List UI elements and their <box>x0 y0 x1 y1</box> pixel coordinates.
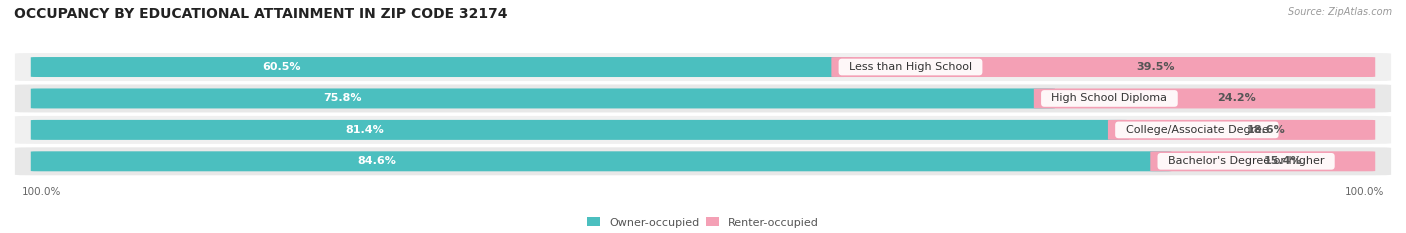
Text: OCCUPANCY BY EDUCATIONAL ATTAINMENT IN ZIP CODE 32174: OCCUPANCY BY EDUCATIONAL ATTAINMENT IN Z… <box>14 7 508 21</box>
Text: College/Associate Degree: College/Associate Degree <box>1119 125 1275 135</box>
Text: 18.6%: 18.6% <box>1247 125 1285 135</box>
FancyBboxPatch shape <box>31 120 1129 140</box>
FancyBboxPatch shape <box>31 57 852 77</box>
FancyBboxPatch shape <box>31 151 1171 171</box>
Text: High School Diploma: High School Diploma <box>1045 93 1174 103</box>
Text: Less than High School: Less than High School <box>842 62 979 72</box>
FancyBboxPatch shape <box>1150 151 1375 171</box>
Text: 15.4%: 15.4% <box>1264 156 1302 166</box>
FancyBboxPatch shape <box>31 89 1054 108</box>
Text: 75.8%: 75.8% <box>323 93 361 103</box>
Text: Bachelor's Degree or higher: Bachelor's Degree or higher <box>1161 156 1331 166</box>
FancyBboxPatch shape <box>15 53 1391 81</box>
FancyBboxPatch shape <box>15 85 1391 113</box>
Text: 24.2%: 24.2% <box>1218 93 1256 103</box>
FancyBboxPatch shape <box>1108 120 1375 140</box>
FancyBboxPatch shape <box>831 57 1375 77</box>
Text: 39.5%: 39.5% <box>1136 62 1175 72</box>
FancyBboxPatch shape <box>15 116 1391 144</box>
Text: Source: ZipAtlas.com: Source: ZipAtlas.com <box>1288 7 1392 17</box>
Text: 84.6%: 84.6% <box>357 156 396 166</box>
Text: 81.4%: 81.4% <box>344 125 384 135</box>
FancyBboxPatch shape <box>1033 89 1375 108</box>
Legend: Owner-occupied, Renter-occupied: Owner-occupied, Renter-occupied <box>586 217 820 228</box>
FancyBboxPatch shape <box>15 147 1391 175</box>
Text: 60.5%: 60.5% <box>263 62 301 72</box>
